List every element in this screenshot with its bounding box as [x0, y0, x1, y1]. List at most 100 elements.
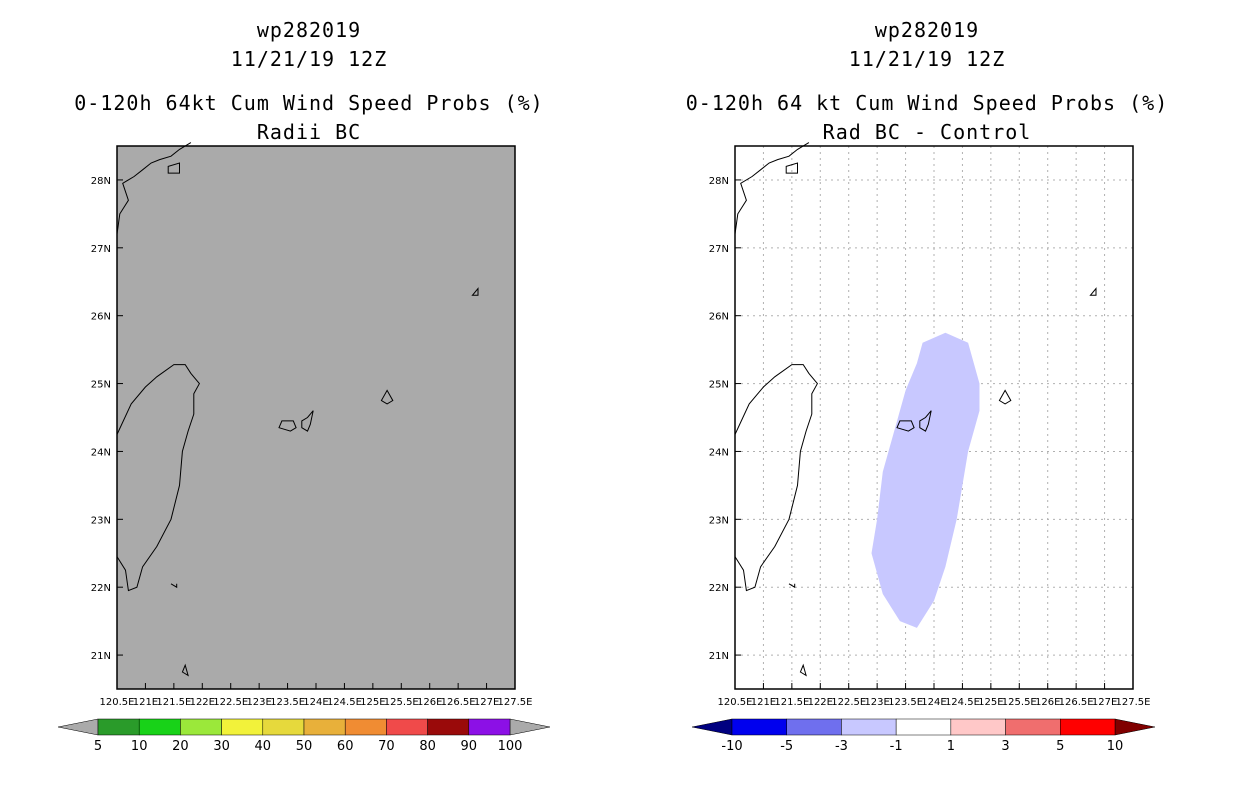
colorbar-swatch [731, 718, 787, 736]
x-tick-label: 122.5E [831, 697, 866, 708]
x-tick-label: 121E [751, 697, 776, 708]
x-tick-label: 124E [303, 697, 328, 708]
colorbar-swatch [895, 718, 952, 736]
colorbar-swatch [386, 718, 428, 736]
colorbar-label: -5 [780, 739, 793, 754]
panel-title-date: 11/21/19 12Z [848, 47, 1006, 71]
colorbar-swatch [468, 718, 511, 736]
panel-title-subtitle: Radii BC [256, 120, 362, 144]
colorbar-over-arrow [1114, 718, 1156, 736]
x-tick-label: 124.5E [327, 697, 362, 708]
colorbar-swatch [180, 718, 222, 736]
x-tick-label: 127.5E [1116, 697, 1151, 708]
colorbar-swatch [138, 718, 181, 736]
colorbar-label: 1 [947, 739, 955, 754]
y-tick-label: 23N [91, 515, 111, 526]
y-tick-label: 25N [709, 380, 729, 391]
y-tick-label: 25N [91, 380, 111, 391]
x-tick-label: 124.5E [945, 697, 980, 708]
x-tick-label: 123.5E [888, 697, 923, 708]
coastline-islet3 [170, 583, 178, 589]
panel-title-storm-id: wp282019 [256, 18, 362, 42]
coastline-iriomote [301, 410, 314, 432]
y-tick-label: 22N [91, 583, 111, 594]
x-tick-label: 125E [978, 697, 1003, 708]
colorbar-label: 100 [498, 739, 523, 754]
y-tick-label: 27N [91, 244, 111, 255]
coastline-islet3 [788, 583, 796, 589]
y-tick-label: 21N [91, 651, 111, 662]
coastline-mainland [734, 142, 810, 235]
x-tick-label: 127E [1092, 697, 1117, 708]
y-tick-label: 23N [709, 515, 729, 526]
y-tick-label: 24N [91, 447, 111, 458]
colorbar-label: 3 [1001, 739, 1009, 754]
x-tick-label: 122E [190, 697, 215, 708]
y-tick-label: 26N [709, 312, 729, 323]
x-tick-label: 121.5E [774, 697, 809, 708]
colorbar-label: 80 [419, 739, 436, 754]
colorbar-label: -1 [890, 739, 903, 754]
panel-title-date: 11/21/19 12Z [230, 47, 388, 71]
x-tick-label: 125.5E [384, 697, 419, 708]
coastline-islet2 [471, 287, 479, 296]
coastline-miyako [998, 389, 1012, 405]
colorbar-swatch [427, 718, 470, 736]
x-tick-label: 127.5E [498, 697, 533, 708]
colorbar-swatch [786, 718, 842, 736]
colorbar-label: 10 [1107, 739, 1124, 754]
coastline-mainland [116, 142, 192, 235]
colorbar-label: 30 [213, 739, 230, 754]
coastline-yonaguni [896, 420, 915, 432]
coastline-islet1 [785, 162, 798, 174]
colorbar-under-arrow [691, 718, 733, 736]
panel-title-product: 0-120h 64 kt Cum Wind Speed Probs (%) [685, 91, 1169, 115]
coastline-iriomote [919, 410, 932, 432]
y-tick-label: 26N [91, 312, 111, 323]
colorbar-label: 5 [94, 739, 102, 754]
coastline-islet2 [1089, 287, 1097, 296]
coastline-taiwan [116, 364, 201, 592]
probability-difference-region [871, 332, 980, 628]
colorbar-swatch [303, 718, 346, 736]
map-background [117, 146, 515, 689]
colorbar-swatch [1060, 718, 1116, 736]
coastline-islet1 [167, 162, 180, 174]
colorbar-swatch [950, 718, 1006, 736]
x-tick-label: 123E [864, 697, 889, 708]
x-tick-label: 127E [474, 697, 499, 708]
x-tick-label: 121.5E [156, 697, 191, 708]
panel-title-storm-id: wp282019 [874, 18, 980, 42]
difference-map-chart: 21N 22N 23N 24N 25N 26N 27N 28N 120.5E121E121.5E… [691, 142, 1156, 754]
x-tick-label: 123E [246, 697, 271, 708]
x-tick-label: 124E [921, 697, 946, 708]
coastline-islet4 [799, 663, 807, 677]
y-tick-label: 27N [709, 244, 729, 255]
colorbar-label: 5 [1056, 739, 1064, 754]
colorbar-swatch [344, 718, 387, 736]
x-tick-label: 126E [1035, 697, 1060, 708]
colorbar-swatch [221, 718, 264, 736]
colorbar-label: 20 [172, 739, 189, 754]
y-tick-label: 21N [709, 651, 729, 662]
coastline-islet4 [181, 663, 189, 677]
colorbar-label: 60 [337, 739, 354, 754]
colorbar-swatch [841, 718, 897, 736]
x-tick-label: 122E [808, 697, 833, 708]
left-panel: wp282019 11/21/19 12Z 0-120h 64kt Cum Wi… [57, 18, 551, 754]
right-panel: wp282019 11/21/19 12Z 0-120h 64 kt Cum W… [618, 0, 1236, 800]
panel-title-product: 0-120h 64kt Cum Wind Speed Probs (%) [74, 91, 544, 115]
x-tick-label: 125E [360, 697, 385, 708]
x-tick-label: 123.5E [270, 697, 305, 708]
x-tick-label: 126.5E [1059, 697, 1094, 708]
coastline-taiwan [734, 364, 819, 592]
colorbar-label: -10 [721, 739, 742, 754]
colorbar-swatch [97, 718, 140, 736]
coastline-yonaguni [278, 420, 297, 432]
colorbar-label: 90 [461, 739, 478, 754]
colorbar-label: 10 [131, 739, 148, 754]
x-tick-label: 122.5E [213, 697, 248, 708]
colorbar-label: 70 [378, 739, 395, 754]
x-tick-label: 126E [417, 697, 442, 708]
x-tick-label: 121E [133, 697, 158, 708]
